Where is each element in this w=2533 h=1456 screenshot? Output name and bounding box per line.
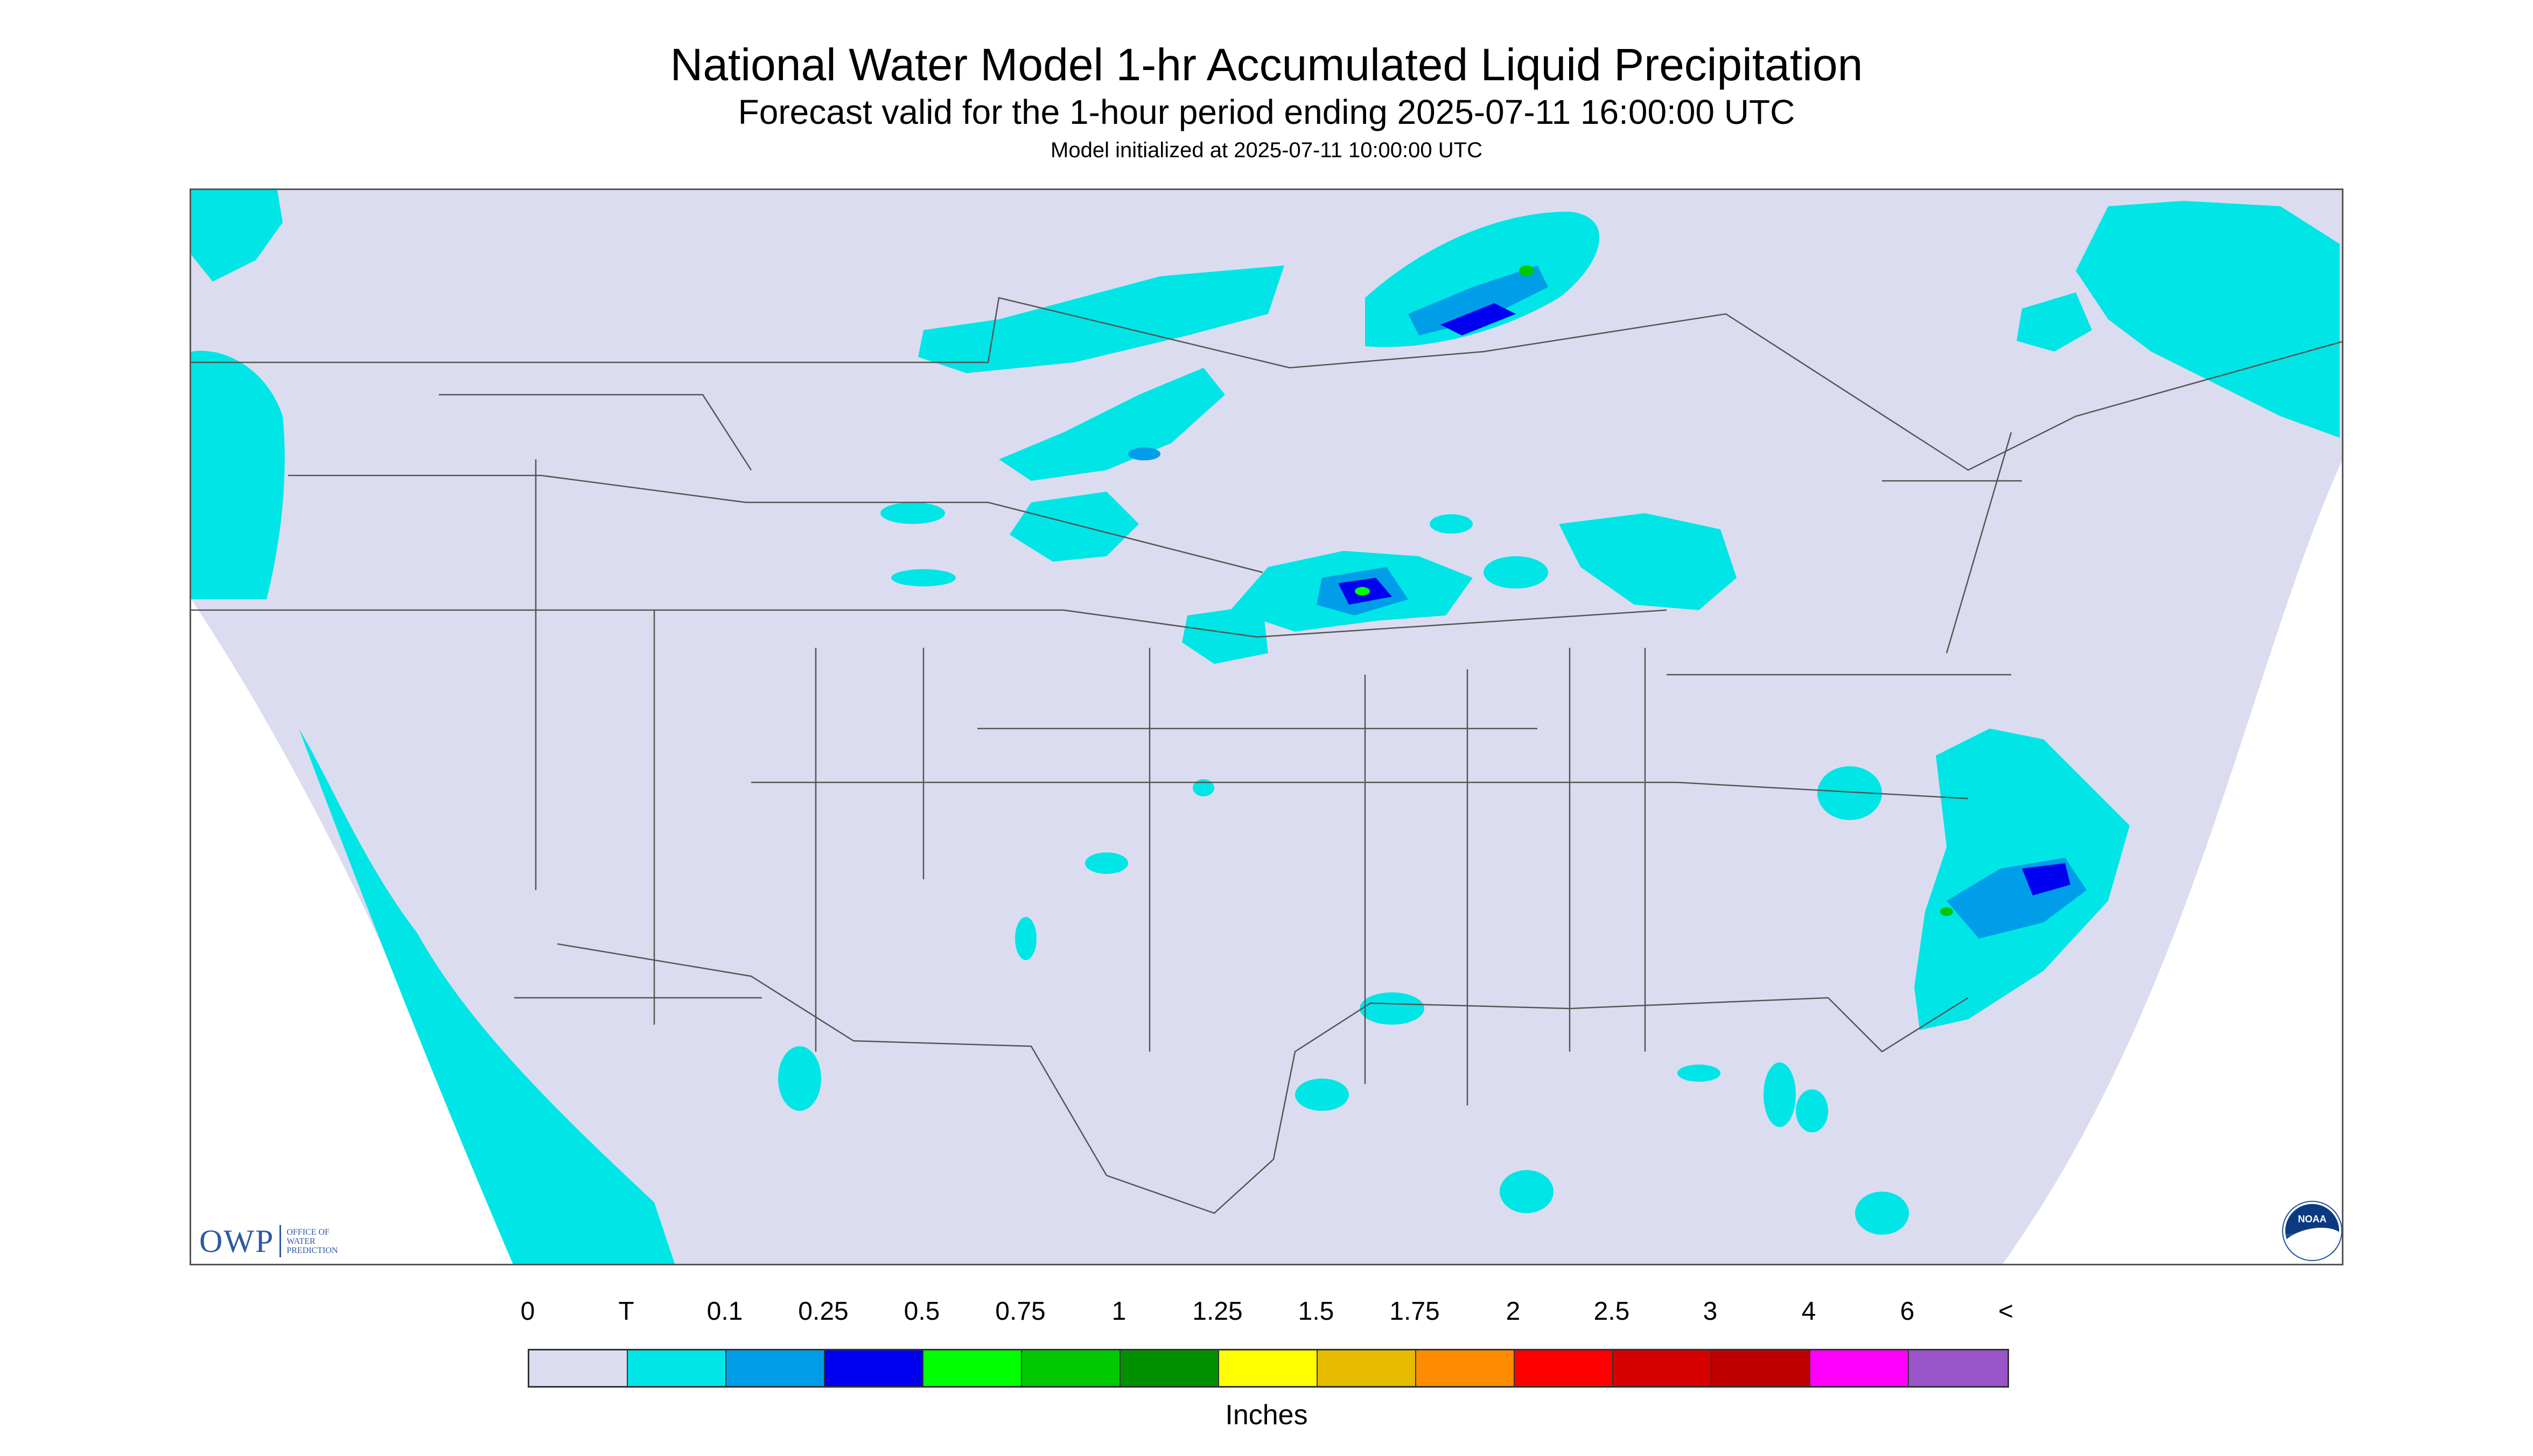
legend-swatch bbox=[726, 1350, 825, 1386]
legend-tick-label: 1.75 bbox=[1389, 1297, 1440, 1326]
legend-swatch bbox=[1613, 1350, 1712, 1386]
precip-cell bbox=[1360, 992, 1424, 1025]
legend-tick-label: 0.75 bbox=[995, 1297, 1046, 1326]
precip-cell bbox=[1295, 1079, 1349, 1111]
legend-tick-label: 6 bbox=[1900, 1297, 1915, 1326]
owp-divider bbox=[279, 1225, 282, 1257]
precip-cell bbox=[2017, 292, 2092, 352]
precipitation-map bbox=[190, 188, 2343, 1265]
legend-tick-label: 1.25 bbox=[1192, 1297, 1243, 1326]
boundaries bbox=[191, 297, 2342, 1214]
legend-colorbar bbox=[528, 1349, 2009, 1388]
owp-subtext-line: PREDICTION bbox=[286, 1245, 338, 1255]
legend-tick-label: 1.5 bbox=[1298, 1297, 1334, 1326]
pacific-precip bbox=[191, 190, 283, 282]
precip-cell bbox=[918, 265, 1284, 373]
precip-cell bbox=[880, 502, 945, 524]
precip-cell bbox=[1010, 492, 1139, 562]
pacific-precip bbox=[299, 729, 675, 1264]
legend-swatch bbox=[529, 1350, 628, 1386]
color-legend: 0 T 0.1 0.25 0.5 0.75 1 1.25 1.5 1.75 2 2.5 3 4 6 < bbox=[521, 1292, 2013, 1400]
precip-cell bbox=[891, 569, 956, 586]
legend-units: Inches bbox=[1225, 1399, 1308, 1431]
precip-cell bbox=[1430, 514, 1473, 534]
precip-cell bbox=[2076, 201, 2340, 438]
legend-tick-label: < bbox=[1998, 1297, 2014, 1326]
model-domain bbox=[191, 190, 2342, 1264]
legend-tick-label: T bbox=[618, 1297, 634, 1326]
precip-cell bbox=[1519, 265, 1534, 276]
legend-swatch bbox=[1712, 1350, 1810, 1386]
owp-logo: OWP OFFICE OF WATER PREDICTION bbox=[199, 1222, 338, 1260]
legend-labels: 0 T 0.1 0.25 0.5 0.75 1 1.25 1.5 1.75 2 2.5 3 4 6 < bbox=[521, 1292, 2013, 1330]
precip-cell bbox=[1500, 1170, 1554, 1213]
legend-tick-label: 0.5 bbox=[904, 1297, 940, 1326]
precip-cell bbox=[1484, 556, 1548, 589]
legend-tick-label: 0 bbox=[520, 1297, 535, 1326]
legend-swatch bbox=[825, 1350, 923, 1386]
legend-swatch bbox=[1416, 1350, 1515, 1386]
owp-letters: OWP bbox=[199, 1223, 275, 1259]
legend-swatch bbox=[1318, 1350, 1416, 1386]
model-init-line: Model initialized at 2025-07-11 10:00:00… bbox=[1051, 138, 1482, 162]
legend-swatch bbox=[1022, 1350, 1121, 1386]
precip-cell bbox=[1440, 303, 1516, 335]
legend-swatch bbox=[1219, 1350, 1318, 1386]
legend-swatch bbox=[1909, 1350, 2007, 1386]
noaa-logo-text: NOAA bbox=[2298, 1214, 2327, 1224]
precip-cell bbox=[1940, 907, 1953, 916]
map-canvas bbox=[191, 190, 2342, 1264]
noaa-logo: NOAA bbox=[2283, 1202, 2341, 1260]
precip-cell bbox=[999, 368, 1225, 481]
legend-swatch bbox=[628, 1350, 726, 1386]
precip-cell bbox=[1182, 605, 1268, 664]
legend-swatch bbox=[1515, 1350, 1613, 1386]
precip-cell bbox=[1855, 1192, 1909, 1235]
legend-tick-label: 4 bbox=[1801, 1297, 1816, 1326]
precip-cell bbox=[1559, 513, 1737, 610]
owp-subtext-line: OFFICE OF bbox=[286, 1227, 330, 1237]
map-title: National Water Model 1-hr Accumulated Li… bbox=[670, 39, 1863, 90]
precip-cell bbox=[1817, 766, 1882, 820]
legend-swatch bbox=[923, 1350, 1022, 1386]
precip-cell bbox=[1796, 1089, 1828, 1132]
legend-swatch bbox=[1121, 1350, 1219, 1386]
pacific-precip bbox=[191, 351, 285, 599]
precip-cell bbox=[1677, 1065, 1720, 1082]
legend-tick-label: 3 bbox=[1703, 1297, 1718, 1326]
precip-cell bbox=[1355, 587, 1370, 596]
precip-cell bbox=[1128, 447, 1160, 460]
legend-swatch bbox=[1810, 1350, 1909, 1386]
legend-tick-label: 2.5 bbox=[1593, 1297, 1630, 1326]
owp-subtext-line: WATER bbox=[286, 1236, 316, 1246]
precip-cell bbox=[1764, 1062, 1796, 1127]
precip-cell bbox=[1085, 852, 1128, 874]
map-subtitle: Forecast valid for the 1-hour period end… bbox=[738, 93, 1795, 131]
legend-tick-label: 2 bbox=[1506, 1297, 1521, 1326]
legend-tick-label: 0.25 bbox=[798, 1297, 849, 1326]
precip-cell bbox=[2022, 863, 2070, 895]
owp-subtext: OFFICE OF WATER PREDICTION bbox=[286, 1228, 338, 1255]
precip-cell bbox=[778, 1046, 821, 1111]
precip-cell bbox=[1193, 779, 1214, 796]
precip-cell bbox=[1408, 265, 1548, 335]
precip-cell bbox=[1015, 917, 1037, 960]
legend-tick-label: 0.1 bbox=[706, 1297, 743, 1326]
legend-tick-label: 1 bbox=[1111, 1297, 1126, 1326]
